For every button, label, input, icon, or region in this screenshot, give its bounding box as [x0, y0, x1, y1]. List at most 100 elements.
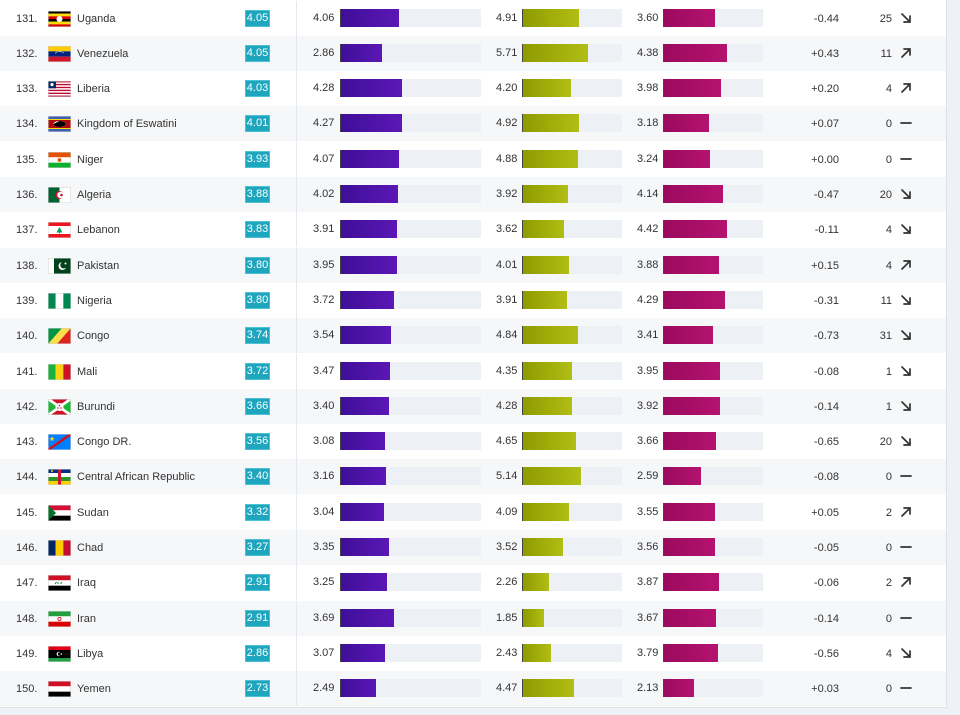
metric-1-value: 3.91 — [313, 223, 335, 236]
metric-2-bar-track — [522, 149, 622, 168]
country-name-link[interactable]: Congo DR. — [77, 436, 132, 449]
overall-score-badge: 3.56 — [245, 433, 270, 451]
overall-score-badge: 3.83 — [245, 221, 270, 239]
table-row[interactable]: 133. Liberia 4.03 4.28 4.20 3.98 +0.20 4 — [0, 71, 946, 107]
metric-2-bar-track — [522, 608, 622, 627]
ranking-table: 131. Uganda 4.05 4.06 4.91 3.60 -0.44 25 132. Ven… — [0, 0, 947, 708]
table-row[interactable]: 148. Iran 2.91 3.69 1.85 3.67 -0.14 0 — [0, 600, 946, 636]
table-row[interactable]: 147. Iraq 2.91 3.25 2.26 3.87 -0.06 2 — [0, 565, 946, 601]
metric-2-bar-track — [522, 8, 622, 27]
column-divider — [296, 318, 297, 354]
metric-1-bar — [341, 502, 385, 521]
table-row[interactable]: 138. Pakistan 3.80 3.95 4.01 3.88 +0.15 4 — [0, 247, 946, 283]
score-change-value: -0.44 — [813, 12, 839, 25]
table-row[interactable]: 146. Chad 3.27 3.35 3.52 3.56 -0.05 0 — [0, 530, 946, 565]
metric-1-bar-track — [340, 467, 481, 486]
metric-3-value: 3.18 — [637, 117, 659, 130]
metric-1-bar — [341, 643, 385, 662]
metric-2-value: 1.85 — [496, 611, 518, 624]
metric-2-bar-track — [522, 43, 622, 62]
metric-1-value: 4.27 — [313, 117, 335, 130]
table-row[interactable]: 144. Central African Republic 3.40 3.16 5.14… — [0, 459, 946, 495]
country-name-link[interactable]: Burundi — [77, 400, 115, 413]
overall-score-badge: 3.93 — [245, 150, 270, 168]
metric-3-bar — [664, 114, 710, 133]
metric-1-bar — [341, 114, 402, 133]
country-name-link[interactable]: Central African Republic — [77, 471, 196, 484]
score-change-value: -0.47 — [813, 189, 839, 201]
metric-1-bar-track — [340, 361, 481, 380]
metric-2-bar-track — [522, 255, 622, 274]
column-divider — [296, 353, 297, 389]
metric-1-value: 4.06 — [313, 11, 335, 24]
metric-2-bar — [523, 290, 568, 309]
country-name-link[interactable]: Mali — [77, 365, 98, 378]
table-row[interactable]: 139. Nigeria 3.80 3.72 3.91 4.29 -0.31 11 — [0, 282, 946, 318]
rank-movement-count: 1 — [885, 400, 892, 413]
table-row[interactable]: 141. Mali 3.72 3.47 4.35 3.95 -0.08 1 — [0, 353, 946, 389]
rank-movement-count: 1 — [885, 365, 892, 378]
country-name-link[interactable]: Sudan — [77, 506, 109, 519]
trend-flat-icon — [900, 122, 912, 125]
metric-1-bar — [341, 290, 394, 309]
column-divider — [296, 600, 297, 636]
score-change-value: -0.65 — [813, 436, 839, 449]
metric-1-value: 3.04 — [313, 505, 335, 518]
metric-3-bar-track — [663, 432, 763, 451]
metric-3-value: 3.98 — [637, 82, 659, 95]
score-change-value: +0.43 — [811, 47, 839, 60]
column-divider — [296, 459, 297, 495]
table-row[interactable]: 150. Yemen 2.73 2.49 4.47 2.13 +0.03 0 — [0, 671, 946, 707]
metric-3-bar — [664, 396, 720, 415]
metric-3-bar-track — [663, 467, 763, 486]
table-row[interactable]: 135. Niger 3.93 4.07 4.88 3.24 +0.00 0 — [0, 141, 946, 177]
rank-movement-count: 0 — [885, 118, 892, 131]
country-name-link[interactable]: Venezuela — [77, 47, 129, 60]
country-name-link[interactable]: Chad — [77, 542, 104, 554]
metric-1-bar-track — [340, 432, 481, 451]
table-row[interactable]: 145. Sudan 3.32 3.04 4.09 3.55 +0.05 2 — [0, 494, 946, 530]
rank-label: 132. — [16, 47, 38, 60]
country-name-link[interactable]: Libya — [77, 647, 104, 660]
metric-3-bar-track — [663, 8, 763, 27]
table-row[interactable]: 142. Burundi 3.66 3.40 4.28 3.92 -0.14 1 — [0, 388, 946, 424]
country-name-link[interactable]: Liberia — [77, 83, 111, 96]
metric-2-bar-track — [522, 361, 622, 380]
car-flag-icon — [48, 469, 71, 486]
column-divider — [296, 424, 297, 460]
country-name-link[interactable]: Iran — [77, 612, 96, 625]
country-name-link[interactable]: Iraq — [77, 577, 96, 590]
table-row[interactable]: 136. Algeria 3.88 4.02 3.92 4.14 -0.47 20 — [0, 177, 946, 212]
rank-label: 142. — [16, 400, 38, 413]
country-name-link[interactable]: Algeria — [77, 189, 112, 201]
column-divider — [296, 177, 297, 212]
country-name-link[interactable]: Nigeria — [77, 294, 112, 307]
country-name-link[interactable]: Yemen — [77, 683, 111, 696]
metric-1-value: 3.07 — [313, 646, 335, 659]
pakistan-flag-icon — [48, 257, 71, 274]
country-name-link[interactable]: Congo — [77, 330, 110, 343]
metric-3-bar — [664, 255, 720, 274]
metric-2-value: 4.84 — [496, 329, 518, 342]
metric-2-bar-track — [522, 326, 622, 345]
country-name-link[interactable]: Niger — [77, 153, 104, 166]
table-row[interactable]: 149. Libya 2.86 3.07 2.43 3.79 -0.56 4 — [0, 635, 946, 671]
country-name-link[interactable]: Kingdom of Eswatini — [77, 118, 177, 131]
country-name-link[interactable]: Pakistan — [77, 259, 120, 272]
country-name-link[interactable]: Lebanon — [77, 224, 120, 237]
table-row[interactable]: 137. Lebanon 3.83 3.91 3.62 4.42 -0.11 4 — [0, 212, 946, 248]
table-row[interactable]: 134. Kingdom of Eswatini 4.01 4.27 4.92 3.18 +… — [0, 106, 946, 142]
table-row[interactable]: 143. Congo DR. 3.56 3.08 4.65 3.66 -0.65 20 — [0, 424, 946, 460]
table-row[interactable]: 131. Uganda 4.05 4.06 4.91 3.60 -0.44 25 — [0, 0, 946, 36]
rank-movement-count: 0 — [885, 612, 892, 625]
uganda-flag-icon — [48, 10, 71, 27]
table-row[interactable]: 132. Venezuela 4.05 2.86 5.71 4.38 +0.43 11 — [0, 35, 946, 71]
country-name-link[interactable]: Uganda — [77, 12, 116, 25]
metric-2-value: 4.88 — [496, 152, 518, 165]
metric-1-bar-track — [340, 608, 481, 627]
metric-2-bar-track — [522, 432, 622, 451]
metric-2-value: 4.92 — [496, 117, 518, 130]
table-row[interactable]: 140. Congo 3.74 3.54 4.84 3.41 -0.73 31 — [0, 318, 946, 354]
algeria-flag-icon — [48, 187, 71, 203]
trend-down-icon — [901, 648, 911, 658]
